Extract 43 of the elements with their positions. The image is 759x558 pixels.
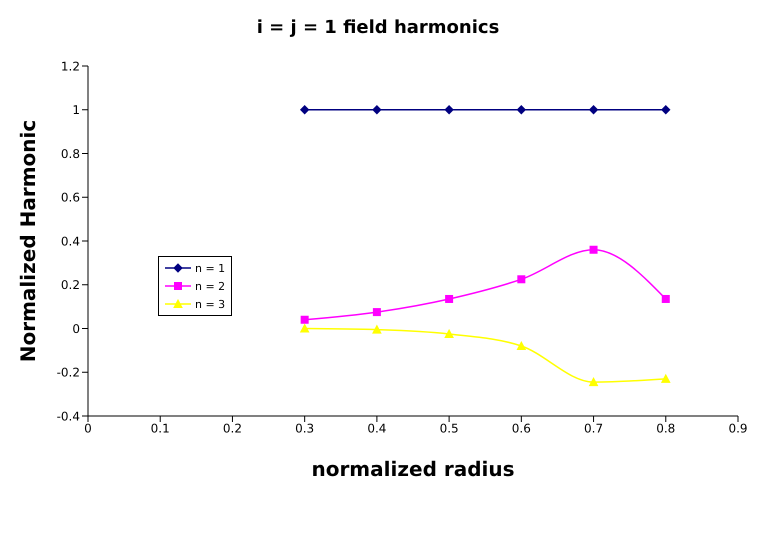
- point: [661, 105, 670, 114]
- y-tick-label: -0.4: [56, 409, 80, 424]
- point: [300, 324, 310, 332]
- point: [662, 294, 670, 303]
- point: [590, 246, 598, 254]
- point: [589, 378, 598, 386]
- point: [661, 374, 670, 383]
- point: [516, 105, 526, 114]
- point: [516, 342, 526, 350]
- point: [517, 275, 526, 284]
- y-tick-label: 1.2: [60, 59, 80, 74]
- x-axis-title: normalized radius: [311, 457, 515, 481]
- point: [445, 294, 454, 303]
- y-axis-title: Normalized Harmonic: [16, 120, 40, 362]
- x-tick-label: 0.1: [150, 422, 170, 436]
- point: [589, 105, 598, 114]
- y-tick-label: -0.2: [56, 366, 80, 380]
- y-tick-label: 0.4: [60, 234, 80, 248]
- point: [372, 105, 382, 114]
- point: [444, 329, 454, 338]
- point: [444, 105, 454, 114]
- x-tick-label: 0: [84, 422, 92, 436]
- y-tick-label: 0.6: [60, 190, 80, 205]
- x-tick-label: 0.8: [656, 422, 676, 436]
- x-tick-label: 0.2: [222, 422, 242, 436]
- point: [372, 308, 381, 316]
- x-tick-label: 0.9: [728, 422, 748, 436]
- legend-label: n = 2: [195, 280, 226, 292]
- x-tick-label: 0.4: [367, 422, 386, 436]
- y-tick-label: 1: [72, 103, 80, 118]
- legend-label: n = 1: [195, 262, 226, 274]
- point: [372, 325, 382, 334]
- point: [300, 316, 309, 324]
- legend-label: n = 3: [195, 298, 226, 310]
- y-tick-label: 0.2: [60, 278, 80, 292]
- chart-title: i = j = 1 field harmonics: [256, 16, 500, 40]
- point: [300, 105, 310, 114]
- y-tick-label: 0: [72, 322, 80, 336]
- x-tick-label: 0.6: [512, 422, 531, 436]
- x-tick-label: 0.7: [584, 422, 604, 436]
- x-tick-label: 0.3: [295, 422, 314, 436]
- x-tick-label: 0.5: [440, 422, 459, 436]
- y-tick-label: 0.8: [60, 146, 80, 161]
